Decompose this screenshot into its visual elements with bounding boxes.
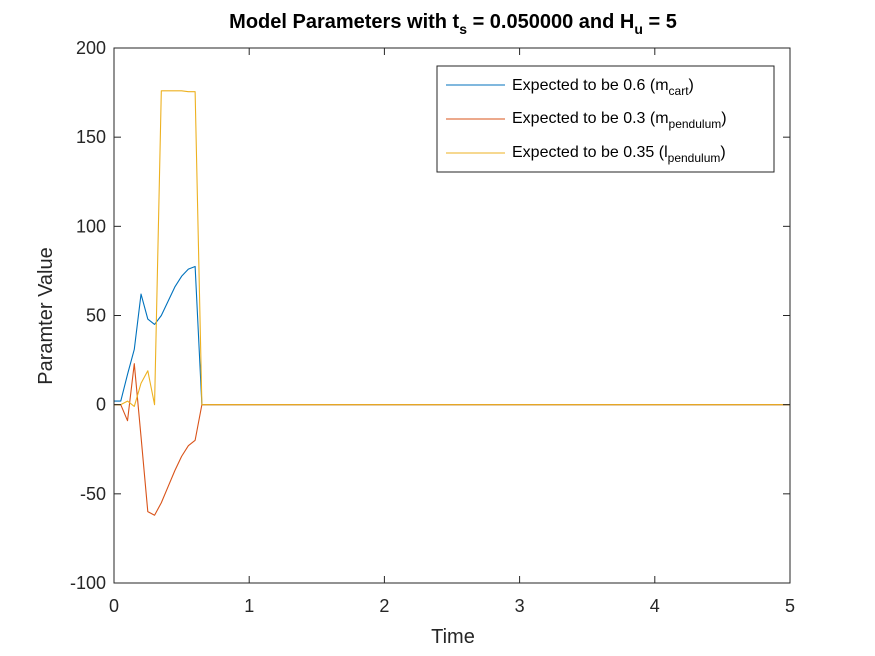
- legend-cart-sub: cart: [669, 84, 690, 98]
- title-part-3: = 5: [643, 11, 677, 33]
- legend-lpend-post: ): [720, 144, 725, 161]
- y-tick-label: 0: [96, 395, 106, 415]
- series-layer: [114, 90, 790, 516]
- series-line-0: [114, 265, 790, 406]
- legend-label-cart: Expected to be 0.6 (mcart): [512, 77, 694, 98]
- legend-lpend-sub: pendulum: [668, 151, 721, 165]
- y-tick-label: 100: [76, 216, 106, 236]
- title-part-2: = 0.050000 and H: [467, 11, 634, 33]
- legend: Expected to be 0.6 (mcart) Expected to b…: [436, 65, 775, 173]
- x-tick-label: 5: [785, 596, 795, 616]
- legend-mpend-sub: pendulum: [669, 117, 722, 131]
- x-tick-label: 0: [109, 596, 119, 616]
- x-tick-label: 1: [244, 596, 254, 616]
- y-tick-label: -50: [80, 484, 106, 504]
- axes-layer: 0 1 2 3 4 5 -100 -50 0 50 100 150 200: [70, 38, 795, 616]
- legend-mpend-post: ): [721, 110, 726, 127]
- legend-cart-post: ): [689, 77, 694, 94]
- x-tick-label: 2: [379, 596, 389, 616]
- title-sub-1: s: [459, 21, 467, 37]
- y-tick-label: -100: [70, 573, 106, 593]
- legend-cart-pre: Expected to be 0.6 (m: [512, 77, 669, 94]
- x-axis-label: Time: [431, 626, 475, 648]
- chart-title: Model Parameters with ts = 0.050000 and …: [229, 11, 677, 37]
- y-axis-label: Paramter Value: [35, 247, 57, 384]
- y-tick-label: 200: [76, 38, 106, 58]
- x-tick-label: 4: [650, 596, 660, 616]
- legend-label-pendulum-length: Expected to be 0.35 (lpendulum): [512, 144, 726, 165]
- legend-label-pendulum-mass: Expected to be 0.3 (mpendulum): [512, 110, 727, 131]
- legend-lpend-pre: Expected to be 0.35 (l: [512, 144, 668, 161]
- series-line-1: [114, 363, 790, 516]
- title-part-1: Model Parameters with t: [229, 11, 459, 33]
- series-line-2: [114, 90, 790, 408]
- x-tick-label: 3: [515, 596, 525, 616]
- legend-mpend-pre: Expected to be 0.3 (m: [512, 110, 669, 127]
- y-tick-label: 50: [86, 306, 106, 326]
- y-tick-label: 150: [76, 127, 106, 147]
- title-sub-2: u: [634, 21, 643, 37]
